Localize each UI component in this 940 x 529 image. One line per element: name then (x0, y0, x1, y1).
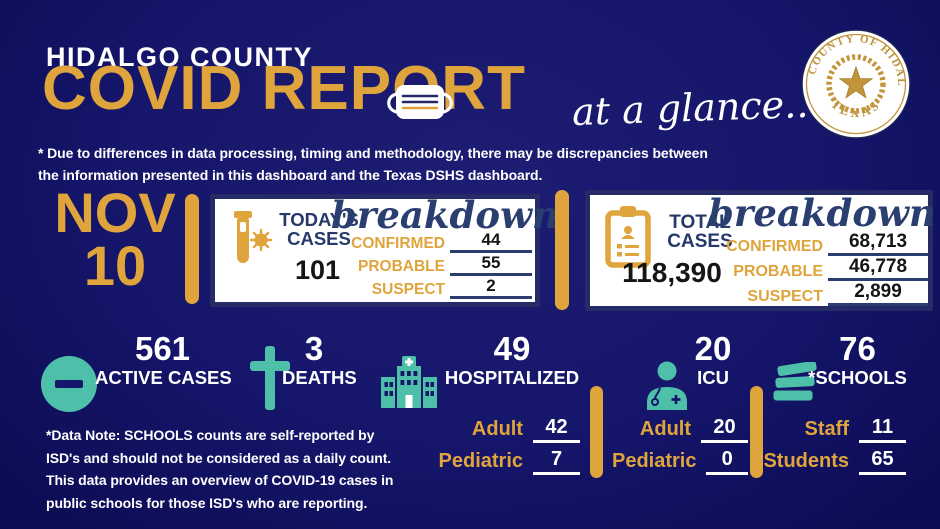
suspect-value: 2 (450, 276, 532, 299)
hospitalized-pediatric-row: Pediatric 7 (418, 446, 580, 476)
schools-substats: Staff 11 Students 65 (760, 414, 906, 478)
students-value: 65 (859, 448, 906, 475)
active-cases-label: ACTIVE CASES (95, 367, 232, 388)
divider-hospitalized-icu (590, 386, 603, 478)
hospital-icon (381, 356, 437, 408)
todays-cases-card: TODAY'S CASES 101 breakdown CONFIRMED 44… (210, 193, 559, 307)
total-cases-label: TOTAL CASES (667, 212, 733, 253)
data-note-line-3: This data provides an overview of COVID-… (46, 472, 394, 489)
deaths-value: 3 (304, 330, 324, 367)
hospitalized-label: HOSPITALIZED (444, 367, 580, 388)
page-title: COVID REPO RT (42, 58, 526, 120)
title-pre: COVID REP (42, 54, 393, 123)
data-note-line-1: *Data Note: SCHOOLS counts are self-repo… (46, 427, 375, 443)
disclaimer: * Due to differences in data processing,… (38, 142, 708, 187)
report-date: NOV 10 (35, 181, 195, 298)
breakdown-row-suspect: SUSPECT 2 (320, 276, 532, 299)
adult-value: 42 (533, 416, 580, 443)
breakdown-row-suspect: SUSPECT 2,899 (690, 281, 928, 306)
staff-value: 11 (859, 416, 906, 443)
disclaimer-line-2: the information presented in this dashbo… (38, 167, 543, 184)
icu-label: ICU (697, 367, 729, 388)
suspect-label: SUSPECT (371, 281, 445, 298)
today-breakdown-label: breakdown (331, 193, 559, 237)
adult-value: 20 (701, 416, 748, 443)
suspect-label: SUSPECT (747, 288, 823, 305)
tagline: at a glance.. (571, 81, 809, 135)
test-tube-virus-icon (234, 211, 273, 263)
total-cases-total: 118,390 (622, 257, 722, 288)
breakdown-row-confirmed: CONFIRMED 68,713 (690, 231, 928, 256)
clipboard-icon (605, 206, 651, 268)
confirmed-value: 44 (450, 230, 532, 253)
divider-icu-schools (750, 386, 763, 478)
total-breakdown-rows: CONFIRMED 68,713 PROBABLE 46,778 SUSPECT… (690, 231, 928, 306)
active-cases-value: 561 (134, 330, 191, 367)
title-post: RT (441, 54, 526, 123)
hospitalized-value: 49 (493, 330, 531, 367)
data-note: *Data Note: SCHOOLS counts are self-repo… (46, 424, 426, 515)
seal-star-icon (838, 65, 874, 99)
confirmed-value: 68,713 (828, 231, 928, 256)
schools-students-row: Students 65 (760, 446, 906, 476)
todays-cases-label: TODAY'S CASES (279, 209, 359, 249)
confirmed-label: CONFIRMED (351, 235, 445, 252)
minus-circle-icon (41, 356, 97, 412)
pediatric-label: Pediatric (438, 449, 523, 472)
icu-value: 20 (694, 330, 732, 367)
schools-value: 76 (839, 330, 876, 367)
deaths-label: DEATHS (282, 367, 357, 388)
icu-substats: Adult 20 Pediatric 0 (612, 414, 748, 478)
county-seal: THE COUNTY OF HIDALGO TEXAS (800, 28, 911, 139)
seal-bottom-text: TEXAS (828, 96, 881, 120)
probable-value: 46,778 (828, 256, 928, 281)
todays-cases-total: 101 (294, 255, 341, 285)
total-cases-card: TOTAL CASES 118,390 breakdown CONFIRMED … (585, 190, 936, 311)
hospitalized-substats: Adult 42 Pediatric 7 (418, 414, 580, 478)
divider-date-cards (185, 194, 199, 304)
icu-pediatric-row: Pediatric 0 (612, 446, 748, 476)
probable-value: 55 (450, 253, 532, 276)
county-label: HIDALGO COUNTY (46, 42, 313, 72)
breakdown-row-probable: PROBABLE 55 (320, 253, 532, 276)
confirmed-label: CONFIRMED (726, 238, 823, 255)
students-label: Students (763, 449, 849, 472)
breakdown-row-confirmed: CONFIRMED 44 (320, 230, 532, 253)
svg-text:TEXAS: TEXAS (828, 96, 884, 120)
icu-adult-row: Adult 20 (612, 414, 748, 444)
doctor-icon (647, 361, 687, 410)
data-note-line-2: ISD's and should not be considered as a … (46, 449, 392, 466)
date-month: NOV (54, 181, 176, 244)
adult-label: Adult (471, 417, 523, 440)
pediatric-value: 7 (533, 448, 580, 475)
divider-between-cards (555, 190, 569, 310)
breakdown-row-probable: PROBABLE 46,778 (690, 256, 928, 281)
total-breakdown-label: breakdown (708, 191, 936, 235)
pediatric-value: 0 (706, 448, 748, 475)
schools-label: *SCHOOLS (808, 367, 907, 388)
pediatric-label: Pediatric (612, 449, 697, 472)
probable-label: PROBABLE (733, 263, 823, 280)
date-day: 10 (83, 234, 147, 298)
probable-label: PROBABLE (358, 258, 445, 275)
staff-label: Staff (804, 417, 849, 440)
cross-icon (250, 346, 290, 410)
adult-label: Adult (639, 417, 691, 440)
seal-wreath (826, 54, 886, 114)
face-mask-icon (387, 85, 453, 119)
hospitalized-adult-row: Adult 42 (418, 414, 580, 444)
books-icon (772, 362, 818, 402)
today-breakdown-rows: CONFIRMED 44 PROBABLE 55 SUSPECT 2 (320, 230, 532, 299)
disclaimer-line-1: * Due to differences in data processing,… (38, 145, 708, 161)
suspect-value: 2,899 (828, 281, 928, 306)
schools-staff-row: Staff 11 (760, 414, 906, 444)
data-note-line-4: public schools for those ISD's who are r… (46, 495, 368, 512)
